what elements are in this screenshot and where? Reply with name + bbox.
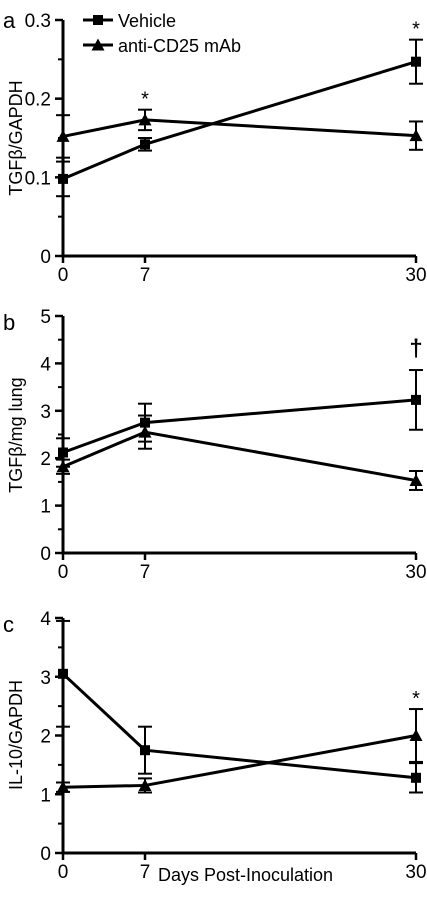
panel-b-y-axis-label: TGFβ/mg lung — [6, 377, 26, 492]
panel-c-xtick-label: 30 — [405, 862, 426, 883]
panel-a-xtick-label: 0 — [58, 265, 69, 286]
panel-a-xtick-label: 7 — [140, 265, 151, 286]
panel-b-ytick-label: 0 — [40, 544, 51, 565]
panel-c-series-vehicle-point — [140, 745, 150, 756]
panel-b-ytick-label: 5 — [40, 307, 51, 328]
panel-a-xtick-label: 30 — [405, 265, 426, 286]
panel-c-ytick-label: 2 — [40, 727, 51, 748]
panel-c-xtick-label: 7 — [140, 862, 151, 883]
legend-vehicle-label: Vehicle — [118, 11, 176, 31]
panel-c-series-anti-cd25-line — [62, 734, 417, 789]
panel-c-letter: c — [3, 612, 14, 637]
panel-a-ytick-label: 0.2 — [25, 90, 51, 111]
panel-b-series-vehicle-point — [411, 394, 421, 405]
panel-b-xtick-label: 30 — [405, 562, 426, 583]
panel-a-annotation: * — [412, 19, 420, 41]
panel-c-series-vehicle-point — [58, 668, 68, 679]
panel-a-series-vehicle-point — [58, 173, 68, 184]
panel-c-ytick-label: 1 — [40, 785, 51, 806]
panel-b-series-anti-cd25-point — [56, 460, 70, 473]
panel-b-ytick-label: 2 — [40, 449, 51, 470]
panel-c-ytick-label: 0 — [40, 844, 51, 865]
panel-a-series-anti-cd25-line — [62, 118, 417, 138]
panel-a-ytick-label: 0 — [40, 247, 51, 268]
legend-anti-cd25-label: anti-CD25 mAb — [118, 36, 241, 56]
panel-b-ytick-label: 1 — [40, 497, 51, 518]
panel-a-annotation: * — [141, 89, 149, 111]
legend-vehicle-marker — [93, 15, 103, 25]
panel-c-ytick-label: 3 — [40, 668, 51, 689]
panel-c-series-vehicle-point — [411, 772, 421, 783]
panel-b-xtick-label: 0 — [58, 562, 69, 583]
panel-c-y-axis-label: IL-10/GAPDH — [6, 680, 26, 790]
panel-a-series-anti-cd25-point — [138, 113, 152, 126]
panel-a-series-vehicle-point — [140, 139, 150, 150]
panel-c-series-anti-cd25-point — [409, 729, 423, 741]
panel-b-letter: b — [3, 310, 15, 335]
panel-b-ytick-label: 4 — [40, 354, 51, 375]
panel-a-series-anti-cd25-point — [56, 129, 70, 142]
panel-a-ytick-label: 0.1 — [25, 168, 51, 189]
panel-c-series-vehicle-line — [61, 672, 417, 780]
panel-a-series-anti-cd25-point — [409, 129, 423, 142]
panel-c-ytick-label: 4 — [40, 609, 51, 630]
panel-a-series-vehicle-point — [411, 56, 421, 67]
panel-b-ytick-label: 3 — [40, 402, 51, 423]
panel-b-series-vehicle-point — [58, 447, 68, 458]
panel-c-annotation: * — [412, 688, 420, 710]
panel-c-series-anti-cd25-point — [138, 778, 152, 791]
panel-c-xtick-label: 0 — [58, 862, 69, 883]
panel-b-series-anti-cd25-line — [62, 430, 417, 482]
panel-a-series-vehicle-line — [62, 60, 417, 181]
panel-a-ytick-label: 0.3 — [25, 11, 51, 32]
legend-anti-cd25-marker — [91, 38, 105, 51]
panel-b-xtick-label: 7 — [140, 562, 151, 583]
panel-b-series-anti-cd25-point — [409, 473, 423, 486]
panel-a-y-axis-label: TGFβ/GAPDH — [6, 80, 26, 195]
panel-b-series-anti-cd25-point — [138, 425, 152, 438]
panel-c-series-anti-cd25-point — [56, 780, 70, 793]
panel-b-annotation: † — [409, 335, 422, 362]
panel-a-letter: a — [3, 8, 16, 33]
panel-c-x-axis-label: Days Post-Inoculation — [158, 865, 333, 885]
